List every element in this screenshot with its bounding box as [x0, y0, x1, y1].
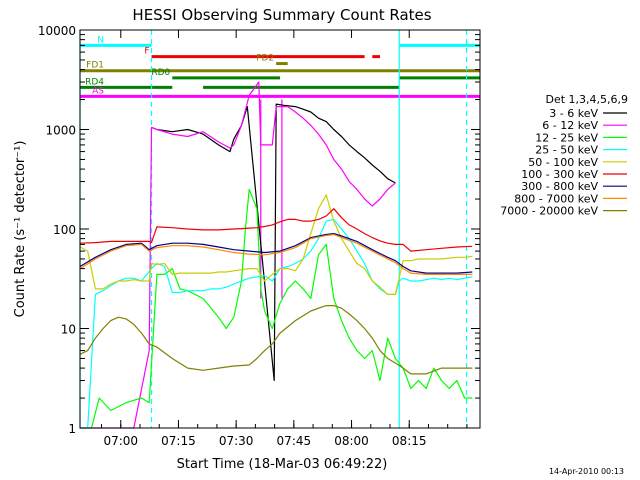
- legend-label-0: 3 - 6 keV: [549, 107, 598, 120]
- series-line-6: [79, 233, 473, 274]
- x-tick-label-1: 07:15: [161, 434, 196, 448]
- flag-label-n: N: [97, 35, 104, 45]
- y-tick-label-4: 10000: [38, 24, 76, 38]
- y-tick-label-2: 100: [53, 223, 76, 237]
- series-line-8: [79, 305, 473, 375]
- y-tick-label-1: 10: [61, 323, 76, 337]
- series-layer: [79, 81, 473, 429]
- series-line-0: [151, 103, 396, 382]
- legend-label-7: 800 - 7000 keV: [514, 192, 598, 205]
- flag-label-fd2: FD2: [256, 54, 274, 64]
- x-axis-label: Start Time (18-Mar-03 06:49:22): [177, 457, 388, 472]
- legend-label-3: 25 - 50 keV: [535, 144, 598, 157]
- legend-label-8: 7000 - 20000 keV: [500, 205, 598, 218]
- flag-label-fd1: FD1: [86, 61, 104, 71]
- x-tick-label-0: 07:00: [103, 434, 138, 448]
- flag-label-rd4: RD4: [85, 77, 104, 87]
- x-tick-label-5: 08:15: [392, 434, 427, 448]
- y-tick-label-0: 1: [68, 422, 76, 436]
- flag-label-as: AS: [92, 86, 104, 96]
- flag-label-rd0: RD0: [151, 68, 170, 78]
- legend-label-1: 6 - 12 keV: [542, 119, 598, 132]
- legend-title: Det 1,3,4,5,6,9: [545, 93, 628, 106]
- legend-label-2: 12 - 25 keV: [535, 131, 598, 144]
- x-tick-label-3: 07:45: [277, 434, 312, 448]
- y-axis-label: Count Rate (s⁻¹ detector⁻¹): [13, 141, 28, 318]
- axes-layer: 07:00 07:15 07:30 07:45 08:00 08:15 1 10 100 1000…: [38, 24, 480, 448]
- plot-frame: [79, 29, 481, 429]
- flag-label-f: F: [144, 47, 149, 57]
- series-line-5: [79, 208, 473, 252]
- legend-label-5: 100 - 300 keV: [521, 168, 598, 181]
- legend-label-6: 300 - 800 keV: [521, 180, 598, 193]
- timestamp: 14-Apr-2010 00:13: [549, 467, 624, 476]
- x-tick-label-4: 08:00: [334, 434, 369, 448]
- legend-label-4: 50 - 100 keV: [528, 156, 598, 169]
- series-line-4: [79, 194, 473, 295]
- x-tick-label-2: 07:30: [219, 434, 254, 448]
- y-tick-label-3: 1000: [45, 124, 76, 138]
- series-line-1: [80, 81, 396, 429]
- series-line-2: [80, 188, 473, 429]
- series-line-7: [79, 233, 473, 275]
- chart-title: HESSI Observing Summary Count Rates: [132, 6, 431, 24]
